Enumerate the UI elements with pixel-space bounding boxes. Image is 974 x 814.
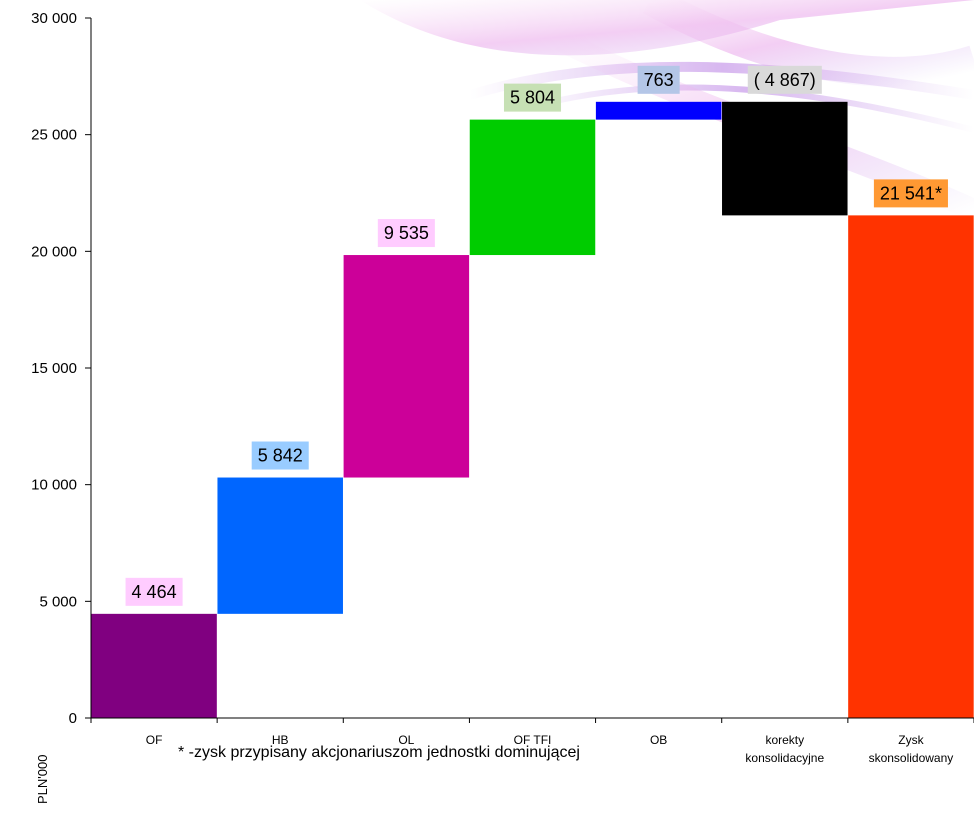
data-label-box	[637, 65, 680, 94]
data-label-box	[251, 441, 309, 470]
bar-zysk-skonsolidowany	[848, 215, 974, 719]
x-category-label: OB	[650, 733, 667, 747]
y-axis-unit-label: PLN'000	[35, 755, 50, 804]
data-label-box	[873, 179, 948, 208]
data-label: 9 535	[384, 223, 429, 243]
bar-of	[91, 613, 217, 718]
data-label: 763	[644, 70, 674, 90]
footnote: * -zysk przypisany akcjonariuszom jednos…	[178, 744, 580, 761]
data-label: 5 804	[510, 88, 555, 108]
bar-ol	[343, 255, 470, 478]
data-label-box	[125, 577, 183, 606]
y-tick-label: 15 000	[31, 360, 77, 377]
y-tick-label: 20 000	[31, 243, 77, 260]
x-category-label: OF	[146, 733, 163, 747]
y-tick-label: 5 000	[39, 593, 77, 610]
y-tick-label: 25 000	[31, 127, 77, 144]
data-label: 21 541*	[880, 183, 942, 203]
x-category-label: OF TFI	[514, 733, 552, 747]
bar-of-tfi	[469, 119, 596, 256]
data-label: 4 464	[132, 582, 177, 602]
y-tick-label: 30 000	[31, 10, 77, 27]
y-tick-label: 10 000	[31, 477, 77, 494]
data-label-box	[747, 65, 822, 94]
x-category-label: OL	[398, 733, 414, 747]
bar-hb	[217, 477, 343, 614]
data-label: 5 842	[258, 446, 303, 466]
x-category-label: Zysk	[898, 733, 924, 747]
y-tick-label: 0	[69, 710, 77, 727]
x-category-label: skonsolidowany	[869, 751, 954, 765]
data-label-box	[503, 83, 562, 112]
bar-korekty-konsolidacyjne	[722, 101, 848, 216]
data-label: ( 4 867)	[754, 70, 816, 90]
bar-ob	[595, 101, 722, 120]
x-category-label: HB	[272, 733, 289, 747]
x-category-label: korekty	[765, 733, 804, 747]
x-category-label: konsolidacyjne	[745, 751, 824, 765]
data-label-box	[377, 219, 435, 248]
